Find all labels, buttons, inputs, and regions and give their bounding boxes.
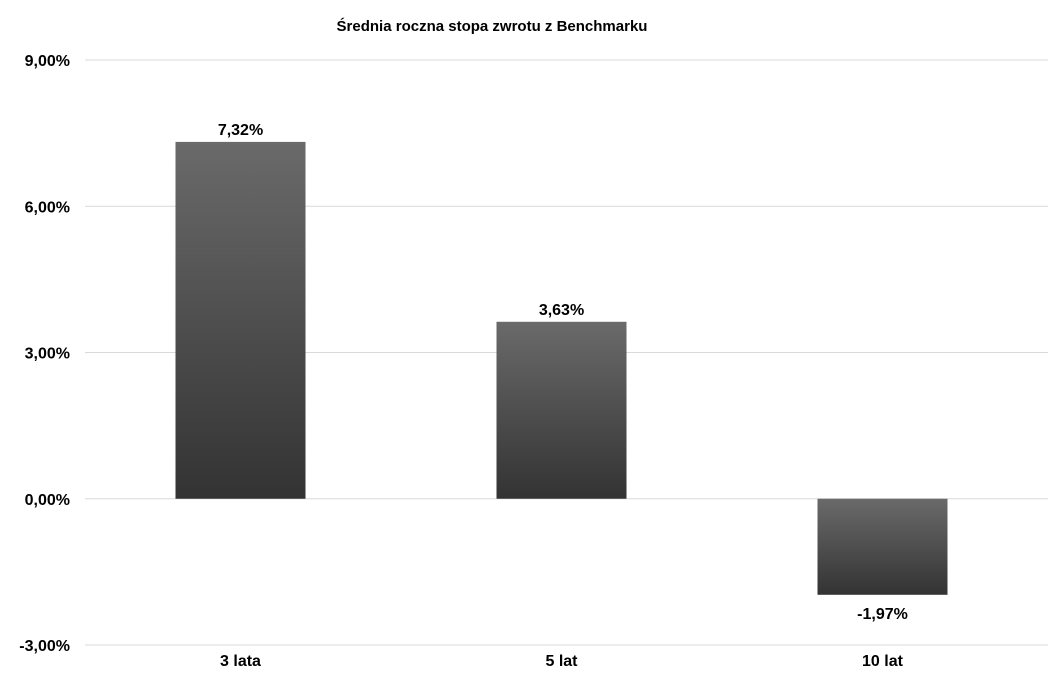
chart-title: Średnia roczna stopa zwrotu z Benchmarku — [337, 17, 648, 35]
y-tick-label: 6,00% — [25, 199, 70, 216]
x-axis-ticks: 3 lata 5 lat 10 lat — [220, 653, 904, 670]
bar — [817, 498, 948, 595]
data-label: 7,32% — [218, 122, 263, 139]
x-tick-label: 10 lat — [862, 653, 904, 670]
y-tick-label: 9,00% — [25, 53, 70, 70]
data-label: 3,63% — [539, 302, 584, 319]
bars — [175, 141, 948, 595]
bar — [175, 141, 306, 499]
y-axis-ticks: -3,00% 0,00% 3,00% 6,00% 9,00% — [19, 53, 70, 655]
data-labels: 7,32% 3,63% -1,97% — [218, 122, 908, 623]
bar — [496, 321, 627, 499]
data-label: -1,97% — [857, 606, 908, 623]
y-tick-label: -3,00% — [19, 638, 70, 655]
x-tick-label: 5 lat — [545, 653, 578, 670]
y-tick-label: 3,00% — [25, 346, 70, 363]
y-tick-label: 0,00% — [25, 492, 70, 509]
x-tick-label: 3 lata — [220, 653, 261, 670]
